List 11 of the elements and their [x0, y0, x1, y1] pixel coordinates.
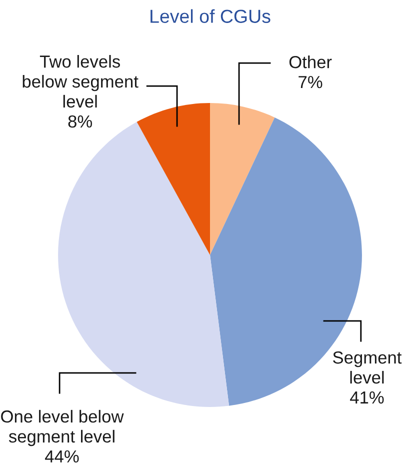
- pie-slice: [210, 103, 275, 256]
- slice-label: Segment level: [333, 351, 402, 384]
- data-label: 8%: [68, 115, 92, 128]
- data-label: 41%: [350, 391, 384, 404]
- slice-label: One level below segment level: [1, 410, 124, 446]
- slice-label: Two levels below segment level: [22, 54, 138, 108]
- chart-title: Level of CGUs: [150, 9, 270, 23]
- data-label: 7%: [298, 76, 322, 88]
- data-label: 44%: [45, 450, 79, 463]
- pie-slice: [136, 103, 210, 256]
- slice-label: Other: [289, 56, 332, 68]
